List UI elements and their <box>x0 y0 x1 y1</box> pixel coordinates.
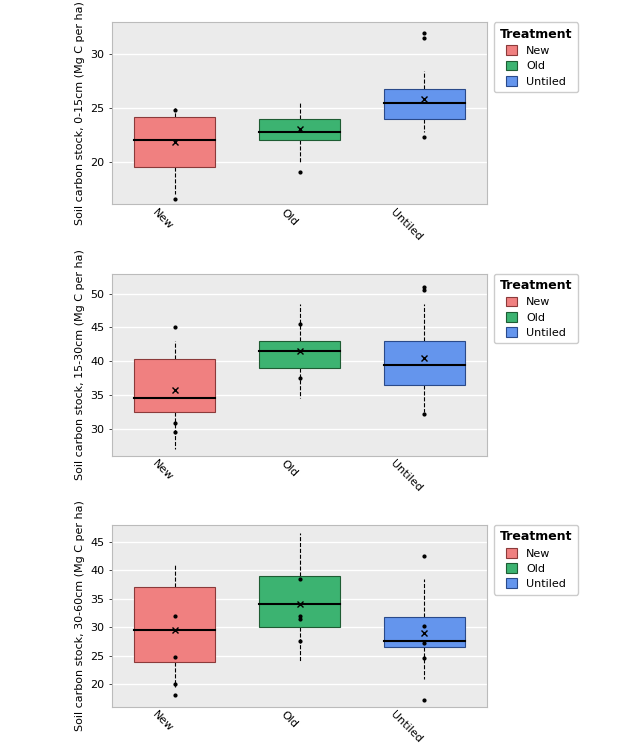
Bar <box>134 587 215 662</box>
Legend: New, Old, Untiled: New, Old, Untiled <box>494 22 578 92</box>
Bar <box>259 119 340 140</box>
Bar <box>384 89 465 119</box>
Bar <box>259 576 340 627</box>
Y-axis label: Soil carbon stock, 0-15cm (Mg C per ha): Soil carbon stock, 0-15cm (Mg C per ha) <box>75 1 85 225</box>
Legend: New, Old, Untiled: New, Old, Untiled <box>494 525 578 594</box>
Bar <box>259 341 340 368</box>
Y-axis label: Soil carbon stock, 15-30cm (Mg C per ha): Soil carbon stock, 15-30cm (Mg C per ha) <box>75 249 85 480</box>
Y-axis label: Soil carbon stock, 30-60cm (Mg C per ha): Soil carbon stock, 30-60cm (Mg C per ha) <box>75 501 85 731</box>
Bar <box>384 341 465 385</box>
Bar <box>134 117 215 167</box>
Bar <box>384 617 465 647</box>
Bar <box>134 359 215 411</box>
Legend: New, Old, Untiled: New, Old, Untiled <box>494 274 578 343</box>
